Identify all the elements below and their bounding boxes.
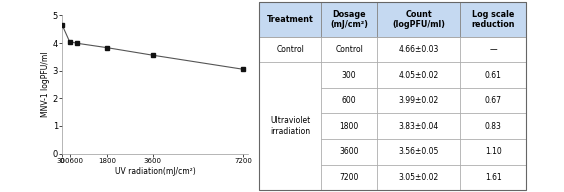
Bar — [321, 37, 377, 62]
Text: 7200: 7200 — [340, 173, 359, 182]
Bar — [321, 165, 377, 190]
Bar — [321, 2, 377, 37]
Bar — [377, 62, 460, 88]
Text: 3.83±0.04: 3.83±0.04 — [399, 122, 439, 131]
Bar — [259, 2, 321, 37]
Bar — [377, 88, 460, 113]
Bar — [377, 165, 460, 190]
Text: 4.05±0.02: 4.05±0.02 — [399, 71, 439, 79]
Bar — [460, 37, 526, 62]
Bar — [460, 113, 526, 139]
Text: 3.05±0.02: 3.05±0.02 — [399, 173, 439, 182]
Bar — [377, 37, 460, 62]
Text: 3.56±0.05: 3.56±0.05 — [398, 147, 439, 156]
Bar — [460, 139, 526, 165]
Text: 4.66±0.03: 4.66±0.03 — [398, 45, 439, 54]
Bar — [321, 2, 377, 37]
Bar — [259, 37, 321, 62]
Bar — [460, 62, 526, 88]
Bar — [321, 37, 377, 62]
Text: Ultraviolet
irradiation: Ultraviolet irradiation — [270, 117, 311, 136]
Text: Treatment: Treatment — [267, 15, 314, 24]
Text: 1.61: 1.61 — [485, 173, 501, 182]
Bar — [321, 113, 377, 139]
Text: 3.99±0.02: 3.99±0.02 — [399, 96, 439, 105]
Text: Control: Control — [276, 45, 305, 54]
Bar — [259, 62, 321, 190]
Bar — [460, 165, 526, 190]
Bar — [377, 113, 460, 139]
Bar — [377, 113, 460, 139]
Bar — [259, 37, 321, 62]
Text: 0.61: 0.61 — [485, 71, 502, 79]
Bar — [321, 139, 377, 165]
Bar — [460, 88, 526, 113]
Bar — [377, 139, 460, 165]
Bar — [321, 88, 377, 113]
Bar — [321, 62, 377, 88]
Bar — [460, 2, 526, 37]
Bar — [321, 62, 377, 88]
Text: 3600: 3600 — [340, 147, 359, 156]
Bar — [259, 62, 321, 190]
Bar — [377, 62, 460, 88]
Bar — [460, 139, 526, 165]
Bar — [377, 2, 460, 37]
Bar — [460, 88, 526, 113]
Text: 1800: 1800 — [340, 122, 359, 131]
Bar — [377, 165, 460, 190]
Bar — [321, 88, 377, 113]
Bar — [321, 113, 377, 139]
Text: —: — — [490, 45, 497, 54]
Y-axis label: MNV-1 logPFU/ml: MNV-1 logPFU/ml — [41, 52, 50, 117]
Text: 300: 300 — [342, 71, 356, 79]
Text: 600: 600 — [342, 96, 356, 105]
Bar — [259, 2, 526, 190]
Bar — [460, 2, 526, 37]
X-axis label: UV radiation(mJ/cm²): UV radiation(mJ/cm²) — [114, 166, 196, 175]
Text: 1.10: 1.10 — [485, 147, 501, 156]
Text: 0.83: 0.83 — [485, 122, 502, 131]
Text: Control: Control — [335, 45, 363, 54]
Text: Count
(logPFU/ml): Count (logPFU/ml) — [392, 10, 445, 29]
Bar — [460, 113, 526, 139]
Bar — [377, 88, 460, 113]
Bar — [460, 37, 526, 62]
Text: Log scale
reduction: Log scale reduction — [472, 10, 515, 29]
Text: 0.67: 0.67 — [485, 96, 502, 105]
Bar — [321, 139, 377, 165]
Bar — [377, 37, 460, 62]
Bar — [460, 165, 526, 190]
Bar — [321, 165, 377, 190]
Bar — [377, 139, 460, 165]
Bar — [460, 62, 526, 88]
Text: Dosage
(mJ/cm²): Dosage (mJ/cm²) — [330, 10, 368, 29]
Bar — [377, 2, 460, 37]
Bar — [259, 2, 321, 37]
